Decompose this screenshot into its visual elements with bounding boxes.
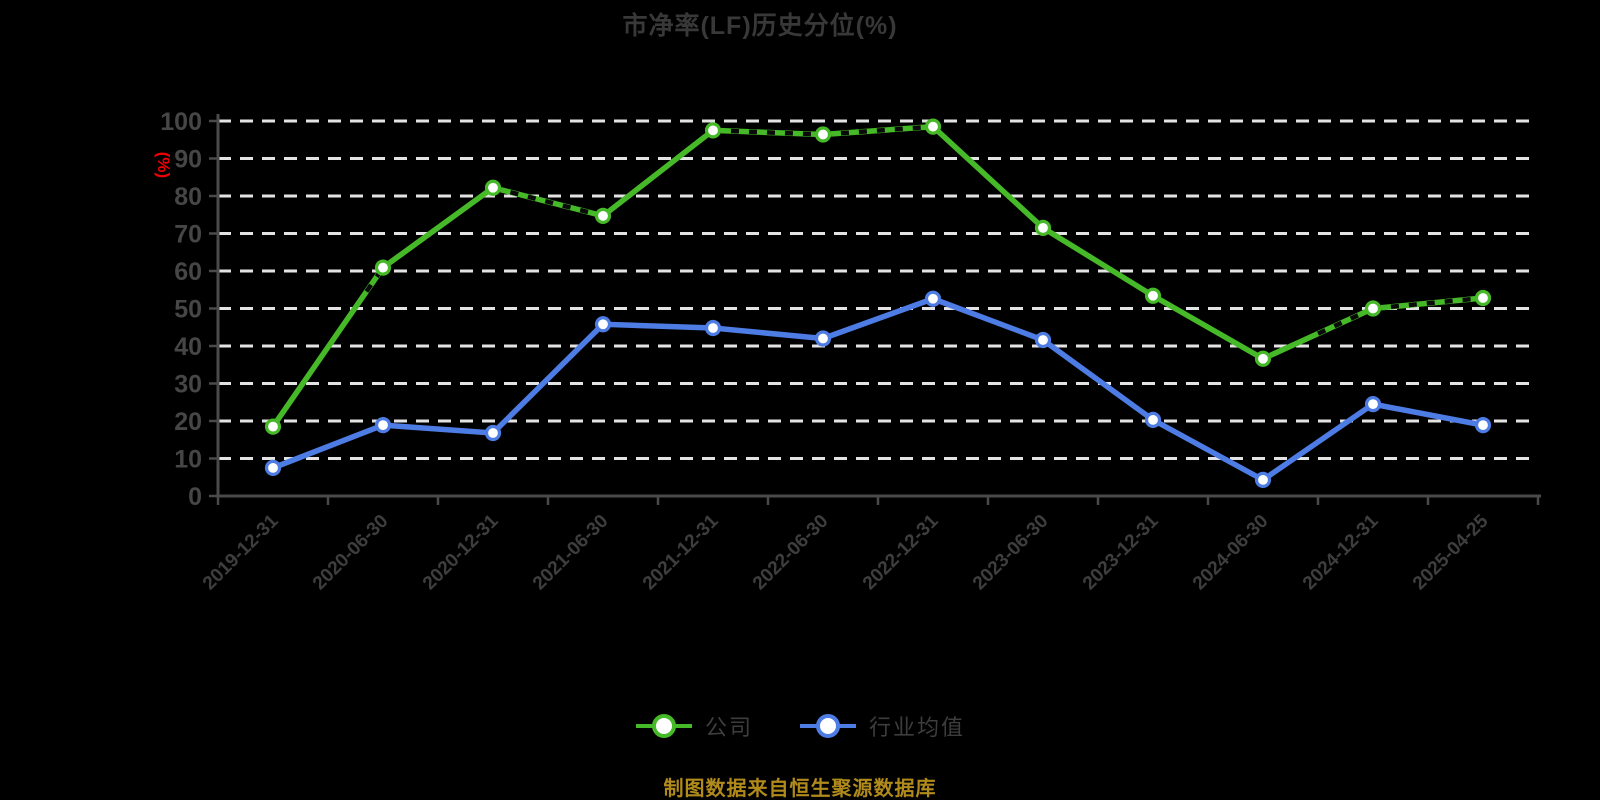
y-tick-label: 60	[174, 258, 202, 286]
industry-average-line-marker-icon	[800, 714, 856, 738]
y-tick-label: 90	[174, 146, 202, 174]
industry-average-point-marker	[1034, 331, 1052, 349]
company-line-marker-icon	[635, 714, 692, 738]
x-tick-label: 2024-12-31	[1299, 510, 1383, 594]
x-tick-label: 2022-12-31	[859, 510, 943, 594]
company-point-marker	[484, 179, 502, 196]
y-tick-label: 70	[174, 221, 202, 249]
x-tick-label: 2025-04-25	[1409, 510, 1493, 594]
company-point-marker	[1144, 287, 1162, 304]
company-point-marker	[374, 259, 392, 276]
company-point-marker	[264, 418, 282, 435]
industry-average-point-marker	[1144, 411, 1162, 428]
company-line-dash-overlay	[822, 124, 934, 137]
x-tick-label: 2023-06-30	[969, 511, 1053, 595]
y-tick-label: 30	[174, 371, 202, 399]
x-tick-label: 2020-06-30	[309, 511, 393, 595]
company-point-marker	[1034, 219, 1052, 236]
y-axis-unit-label: (%)	[154, 152, 173, 178]
legend-label-company: 公司	[704, 715, 753, 740]
legend-item-company[interactable]: 公司	[635, 710, 753, 742]
y-tick-label: 100	[160, 108, 202, 136]
y-tick-label: 10	[174, 446, 202, 474]
y-tick-label: 0	[188, 483, 202, 511]
company-line-dash-overlay	[1372, 295, 1484, 311]
company-point-marker	[924, 118, 942, 135]
y-tick-label: 40	[174, 333, 202, 361]
x-tick-label: 2019-12-31	[199, 510, 283, 594]
company-point-marker	[1474, 289, 1492, 307]
industry-average-point-marker	[1254, 471, 1272, 488]
y-tick-label: 20	[174, 408, 202, 436]
industry-average-point-marker	[594, 316, 612, 333]
x-tick-label: 2023-12-31	[1079, 510, 1163, 594]
company-point-marker	[1254, 350, 1272, 367]
x-tick-label: 2024-06-30	[1189, 511, 1273, 595]
industry-average-point-marker	[814, 330, 832, 347]
chart-title: 市净率(LF)历史分位(%)	[622, 12, 898, 40]
company-point-marker	[1364, 300, 1382, 317]
company-point-marker	[814, 126, 832, 143]
industry-average-line	[270, 296, 1486, 483]
company-line-dash-overlay	[712, 128, 824, 137]
y-tick-label: 80	[174, 183, 202, 211]
company-point-marker	[704, 122, 722, 139]
x-tick-label: 2022-06-30	[749, 511, 833, 595]
industry-average-point-marker	[484, 424, 502, 442]
legend: 公司 行业均值	[0, 710, 1600, 742]
data-source-caption: 制图数据来自恒生聚源数据库	[663, 778, 937, 800]
industry-average-point-marker	[374, 417, 392, 434]
company-line	[270, 123, 1486, 430]
industry-average-point-marker	[924, 290, 942, 307]
x-tick-label: 2021-06-30	[529, 511, 613, 595]
legend-label-industry-average: 行业均值	[869, 715, 966, 740]
y-tick-label: 50	[174, 296, 202, 324]
x-tick-label: 2020-12-31	[419, 510, 503, 594]
company-point-marker	[594, 207, 612, 224]
industry-average-point-marker	[1364, 396, 1382, 413]
industry-average-point-marker	[264, 459, 282, 476]
legend-item-industry-average[interactable]: 行业均值	[799, 710, 965, 742]
company-line-dash-overlay	[492, 185, 604, 219]
industry-average-point-marker	[704, 319, 722, 337]
x-tick-label: 2021-12-31	[639, 510, 723, 594]
industry-average-point-marker	[1474, 417, 1492, 434]
